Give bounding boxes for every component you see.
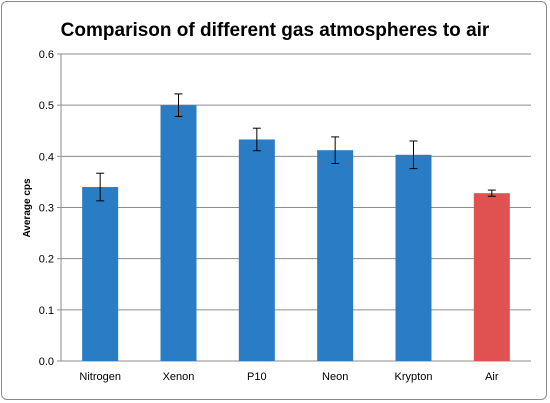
bar-p10 (238, 139, 275, 361)
x-tick-label-xenon: Xenon (163, 371, 195, 383)
x-tick-label-neon: Neon (322, 371, 348, 383)
bars (82, 105, 510, 362)
y-tick-label: 0.2 (39, 254, 54, 266)
x-tick-label-air: Air (485, 371, 499, 383)
y-tick-label: 0.1 (39, 305, 54, 317)
y-axis-label: Average cps (22, 178, 33, 238)
x-tick-label-krypton: Krypton (395, 371, 433, 383)
bar-xenon (160, 105, 197, 362)
y-tick-label: 0.6 (39, 49, 54, 61)
y-tick-label: 0.5 (39, 100, 54, 112)
y-tick-label: 0.0 (39, 356, 54, 368)
y-tick-label: 0.3 (39, 203, 54, 215)
y-tick-label: 0.4 (39, 151, 54, 163)
bar-air (473, 193, 510, 361)
y-tick-labels: 0.0 0.1 0.2 0.3 0.4 0.5 0.6 (39, 49, 54, 368)
chart-title: Comparison of different gas atmospheres … (61, 20, 490, 41)
error-bars (96, 93, 496, 202)
x-tick-label-nitrogen: Nitrogen (79, 371, 121, 383)
bar-krypton (395, 154, 432, 361)
x-tick-label-p10: P10 (247, 371, 267, 383)
grid-lines (61, 53, 531, 311)
x-tick-labels: Nitrogen Xenon P10 Neon Krypton Air (79, 371, 499, 383)
axes (57, 53, 531, 362)
bar-neon (317, 150, 354, 361)
bar-nitrogen (82, 187, 119, 361)
